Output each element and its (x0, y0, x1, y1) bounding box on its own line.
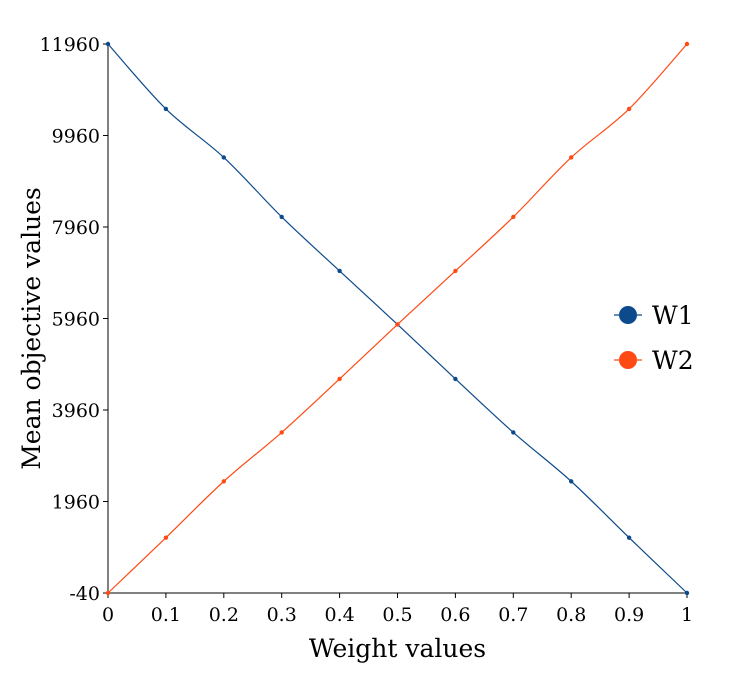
data-point (569, 155, 574, 160)
y-tick-label: 7960 (52, 217, 100, 239)
x-tick-label: 0.7 (498, 604, 528, 626)
x-tick-label: 0.1 (151, 604, 181, 626)
legend-item-w1: W1 (614, 301, 694, 330)
data-point (163, 106, 169, 112)
data-point (105, 41, 111, 47)
legend-marker (619, 306, 637, 324)
x-tick-label: 1 (681, 604, 693, 626)
x-tick-label: 0.3 (267, 604, 297, 626)
legend-marker (619, 351, 637, 369)
data-point (337, 268, 342, 274)
legend-label: W2 (652, 346, 694, 375)
series-w2 (105, 41, 690, 596)
x-ticks: 0 0.1 0.2 0.3 0.4 0.5 0.6 0.7 0.8 0.9 1 (102, 593, 693, 626)
x-axis-title: Weight values (309, 634, 486, 663)
y-ticks: -40 1960 3960 5960 7960 9960 11960 (40, 34, 108, 605)
x-tick-label: 0.9 (614, 604, 644, 626)
legend: W1 W2 (614, 301, 694, 375)
data-point (395, 322, 400, 327)
data-point (569, 479, 574, 484)
series-layer (105, 41, 690, 596)
x-tick-label: 0.2 (209, 604, 239, 626)
data-point (626, 106, 632, 112)
legend-label: W1 (652, 301, 694, 330)
y-axis-title: Mean objective values (17, 187, 46, 470)
y-tick-label: 9960 (52, 126, 100, 148)
data-point (511, 430, 516, 435)
data-point (279, 214, 284, 220)
data-point (453, 376, 458, 382)
x-tick-label: 0.5 (382, 604, 412, 626)
x-tick-label: 0.4 (324, 604, 354, 626)
data-point (221, 155, 226, 160)
data-point (626, 535, 632, 540)
data-point (511, 214, 516, 220)
data-point (337, 376, 342, 382)
series-w1 (105, 41, 690, 596)
data-point (105, 590, 111, 596)
y-tick-label: 5960 (52, 309, 100, 331)
x-tick-label: 0 (102, 604, 114, 626)
data-point (453, 268, 458, 274)
data-point (279, 430, 284, 435)
series-line-w2 (107, 43, 688, 594)
data-point (221, 479, 226, 484)
y-tick-label: 11960 (40, 34, 100, 56)
y-tick-label: 3960 (52, 400, 100, 422)
series-line-w1 (107, 43, 688, 594)
legend-item-w2: W2 (614, 346, 694, 375)
y-tick-label: -40 (69, 583, 100, 605)
y-tick-label: 1960 (52, 492, 100, 514)
x-tick-label: 0.6 (440, 604, 470, 626)
x-tick-label: 0.8 (556, 604, 586, 626)
data-point (684, 41, 690, 47)
data-point (684, 590, 690, 596)
data-point (163, 535, 169, 540)
